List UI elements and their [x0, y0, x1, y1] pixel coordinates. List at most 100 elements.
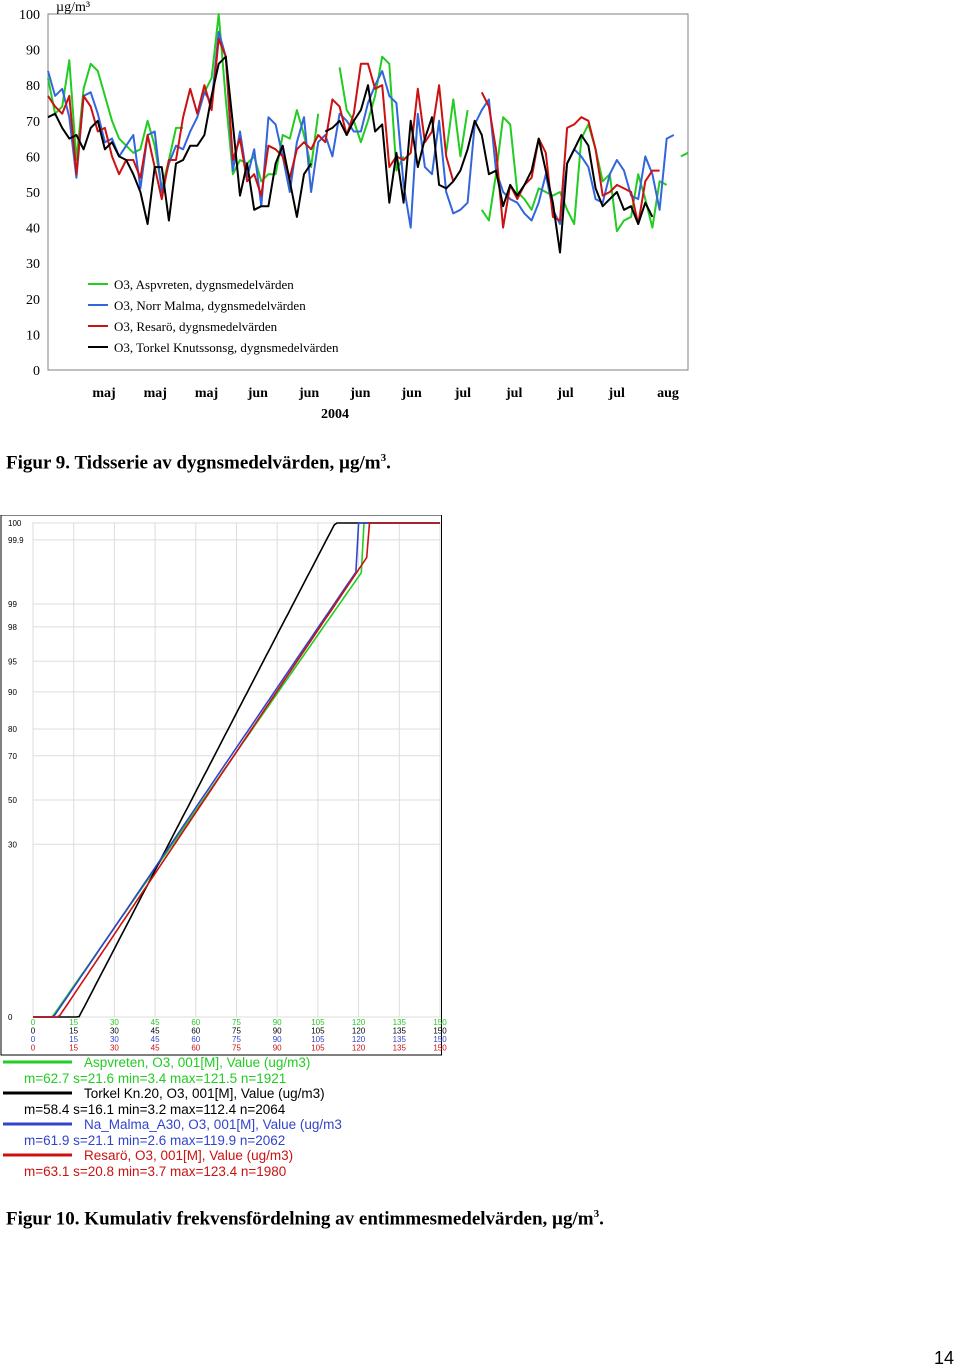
x-tick-label: 75	[232, 1035, 241, 1044]
y-tick-label: 90	[26, 44, 40, 59]
x-tick-label: 60	[191, 1044, 200, 1053]
legend-entry: O3, Torkel Knutssonsg, dygnsmedelvärden	[114, 340, 339, 355]
legend-series-name: Aspvreten, O3, 001[M], Value (ug/m3)	[84, 1055, 310, 1070]
x-tick-label: 150	[433, 1018, 447, 1027]
cdf-curve	[33, 522, 440, 1018]
legend-series-stats: m=58.4 s=16.1 min=3.2 max=112.4 n=2064	[24, 1102, 286, 1117]
x-year-label: 2004	[321, 407, 349, 422]
legend-series-name: Na_Malma_A30, O3, 001[M], Value (ug/m3	[84, 1117, 342, 1132]
y-tick-label: 40	[26, 222, 40, 237]
x-tick-label: 60	[191, 1035, 200, 1044]
y-tick-label: 10	[26, 328, 40, 343]
x-tick-label: 30	[110, 1018, 119, 1027]
plot-area	[47, 13, 689, 371]
x-tick-label: 15	[69, 1027, 78, 1036]
x-tick-label: 150	[433, 1027, 447, 1036]
y-tick-label: 98	[8, 623, 17, 632]
x-tick-label: jul	[608, 386, 625, 401]
y-tick-label: 0	[33, 364, 40, 379]
x-tick-label: 150	[433, 1044, 447, 1053]
x-tick-label: jul	[505, 386, 522, 401]
y-tick-label: 30	[26, 257, 40, 272]
x-tick-label: 45	[151, 1018, 160, 1027]
x-tick-label: 135	[393, 1018, 407, 1027]
y-tick-label: 99	[8, 600, 17, 609]
legend-entry: O3, Norr Malma, dygnsmedelvärden	[114, 298, 306, 313]
y-tick-label: 95	[8, 657, 17, 666]
x-tick-label: 0	[31, 1044, 36, 1053]
x-tick-label: 30	[110, 1044, 119, 1053]
x-tick-label: jul	[454, 386, 471, 401]
y-tick-label: 90	[8, 688, 17, 697]
x-tick-label: 90	[273, 1027, 282, 1036]
x-tick-label: maj	[92, 386, 115, 401]
y-tick-label: 0	[8, 1013, 13, 1022]
y-tick-label: 70	[26, 115, 40, 130]
x-tick-label: jun	[349, 386, 370, 401]
x-tick-label: 60	[191, 1027, 200, 1036]
x-tick-label: 105	[311, 1018, 325, 1027]
x-tick-label: 90	[273, 1035, 282, 1044]
x-tick-label: 15	[69, 1044, 78, 1053]
x-tick-label: 0	[31, 1035, 36, 1044]
x-tick-label: 105	[311, 1035, 325, 1044]
x-tick-label: maj	[195, 386, 218, 401]
x-tick-label: 135	[393, 1044, 407, 1053]
legend-series-stats: m=61.9 s=21.1 min=2.6 max=119.9 n=2062	[24, 1133, 285, 1148]
figure-9-caption: Figur 9. Tidsserie av dygnsmedelvärden, …	[6, 452, 391, 474]
x-tick-label: 30	[110, 1035, 119, 1044]
x-tick-label: 150	[433, 1035, 447, 1044]
x-tick-label: 60	[191, 1018, 200, 1027]
x-tick-label: 120	[352, 1044, 366, 1053]
x-tick-label: 135	[393, 1035, 407, 1044]
figure-10-caption: Figur 10. Kumulativ frekvensfördelning a…	[6, 1208, 604, 1230]
x-tick-label: 75	[232, 1044, 241, 1053]
x-tick-label: 15	[69, 1035, 78, 1044]
x-tick-label: 45	[151, 1027, 160, 1036]
x-tick-label: 90	[273, 1044, 282, 1053]
x-tick-label: 120	[352, 1018, 366, 1027]
y-tick-label: 50	[26, 186, 40, 201]
x-tick-label: 120	[352, 1035, 366, 1044]
chart-frame	[0, 515, 442, 1056]
x-tick-label: aug	[657, 386, 679, 401]
x-tick-label: 0	[31, 1018, 36, 1027]
x-tick-label: jun	[247, 386, 268, 401]
y-tick-label: 70	[8, 752, 17, 761]
y-tick-label: 20	[26, 293, 40, 308]
x-tick-label: 135	[393, 1027, 407, 1036]
legend-series-stats: m=62.7 s=21.6 min=3.4 max=121.5 n=1921	[24, 1071, 286, 1086]
x-tick-label: jun	[298, 386, 319, 401]
legend-entry: O3, Resarö, dygnsmedelvärden	[114, 319, 278, 334]
x-tick-label: maj	[144, 386, 167, 401]
x-tick-label: 15	[69, 1018, 78, 1027]
x-tick-label: 30	[110, 1027, 119, 1036]
y-tick-label: 80	[26, 79, 40, 94]
x-tick-label: 105	[311, 1027, 325, 1036]
y-tick-label: 99.9	[8, 536, 24, 545]
y-tick-label: 50	[8, 796, 17, 805]
x-tick-label: 45	[151, 1035, 160, 1044]
legend-entry: O3, Aspvreten, dygnsmedelvärden	[114, 277, 294, 292]
y-tick-label: 60	[26, 150, 40, 165]
x-tick-label: jul	[556, 386, 573, 401]
x-tick-label: 75	[232, 1018, 241, 1027]
x-tick-label: jun	[401, 386, 422, 401]
y-tick-label: 100	[8, 519, 22, 528]
y-axis-unit-label: µg/m³	[56, 0, 90, 15]
y-tick-label: 30	[8, 840, 17, 849]
x-tick-label: 45	[151, 1044, 160, 1053]
y-tick-label: 80	[8, 725, 17, 734]
x-tick-label: 75	[232, 1027, 241, 1036]
x-tick-label: 120	[352, 1027, 366, 1036]
legend-series-name: Resarö, O3, 001[M], Value (ug/m3)	[84, 1148, 293, 1163]
legend-series-stats: m=63.1 s=20.8 min=3.7 max=123.4 n=1980	[24, 1164, 286, 1179]
x-tick-label: 0	[31, 1027, 36, 1036]
series-line	[47, 55, 654, 254]
legend-series-name: Torkel Kn.20, O3, 001[M], Value (ug/m3)	[84, 1086, 325, 1101]
page-number: 14	[934, 1348, 955, 1368]
x-tick-label: 90	[273, 1018, 282, 1027]
y-tick-label: 100	[19, 8, 40, 23]
